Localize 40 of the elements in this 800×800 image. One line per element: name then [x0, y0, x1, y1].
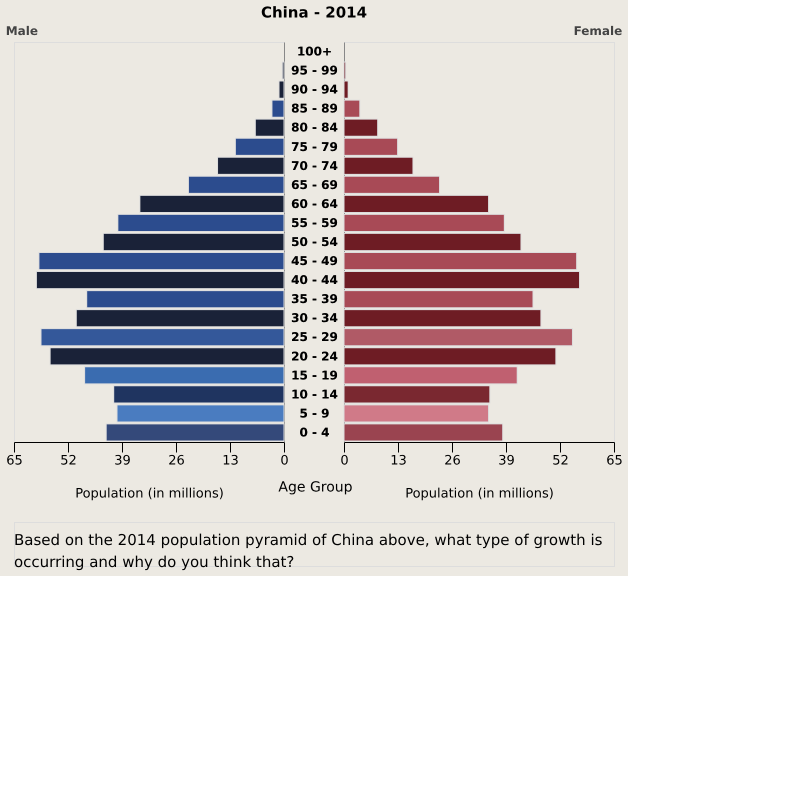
text: Based on the 2014 population pyramid of China above, what type of growth is occurring and why do you think that?	[14, 531, 603, 571]
x-axis-title: Population (in millions)	[75, 486, 224, 502]
y-tick-label: 25 - 29	[291, 330, 338, 344]
x-axis-title: Population (in millions)	[405, 486, 554, 502]
x-tick-label: 26	[444, 454, 461, 468]
y-tick-label: 50 - 54	[291, 235, 338, 249]
x-tick-label: 13	[390, 454, 407, 468]
chart-title: Female	[574, 24, 622, 38]
y-axis-title: Age Group	[278, 480, 353, 496]
x-tick-label: 39	[498, 454, 515, 468]
y-tick-label: 95 - 99	[291, 64, 338, 78]
x-tick-label: 52	[552, 454, 569, 468]
y-tick-label: 100+	[296, 44, 332, 59]
x-tick-label: 65	[6, 454, 23, 468]
y-tick-label: 70 - 74	[291, 158, 338, 173]
y-tick-label: 20 - 24	[291, 349, 338, 364]
chart-title: Male	[6, 24, 38, 38]
y-tick-label: 75 - 79	[291, 140, 338, 154]
x-tick-label: 52	[60, 454, 77, 468]
y-tick-label: 45 - 49	[291, 254, 338, 268]
y-tick-label: 60 - 64	[291, 196, 338, 211]
y-tick-label: 90 - 94	[291, 82, 338, 97]
y-tick-label: 30 - 34	[291, 311, 338, 326]
y-tick-label: 55 - 59	[291, 216, 338, 230]
x-tick-label: 26	[168, 454, 185, 468]
y-tick-label: 35 - 39	[291, 292, 338, 306]
x-tick-label: 0	[280, 454, 289, 468]
y-tick-label: 5 - 9	[299, 406, 330, 420]
y-tick-label: 0 - 4	[299, 425, 330, 440]
x-tick-label: 65	[606, 454, 623, 468]
y-tick-label: 65 - 69	[291, 178, 338, 192]
y-tick-label: 10 - 14	[291, 387, 338, 402]
x-tick-label: 13	[222, 454, 239, 468]
y-tick-label: 15 - 19	[291, 368, 338, 382]
y-tick-label: 80 - 84	[291, 120, 338, 135]
y-tick-label: 85 - 89	[291, 102, 338, 116]
text: China - 2014	[260, 4, 368, 22]
x-tick-label: 0	[340, 454, 349, 468]
x-tick-label: 39	[114, 454, 131, 468]
y-tick-label: 40 - 44	[291, 273, 338, 288]
